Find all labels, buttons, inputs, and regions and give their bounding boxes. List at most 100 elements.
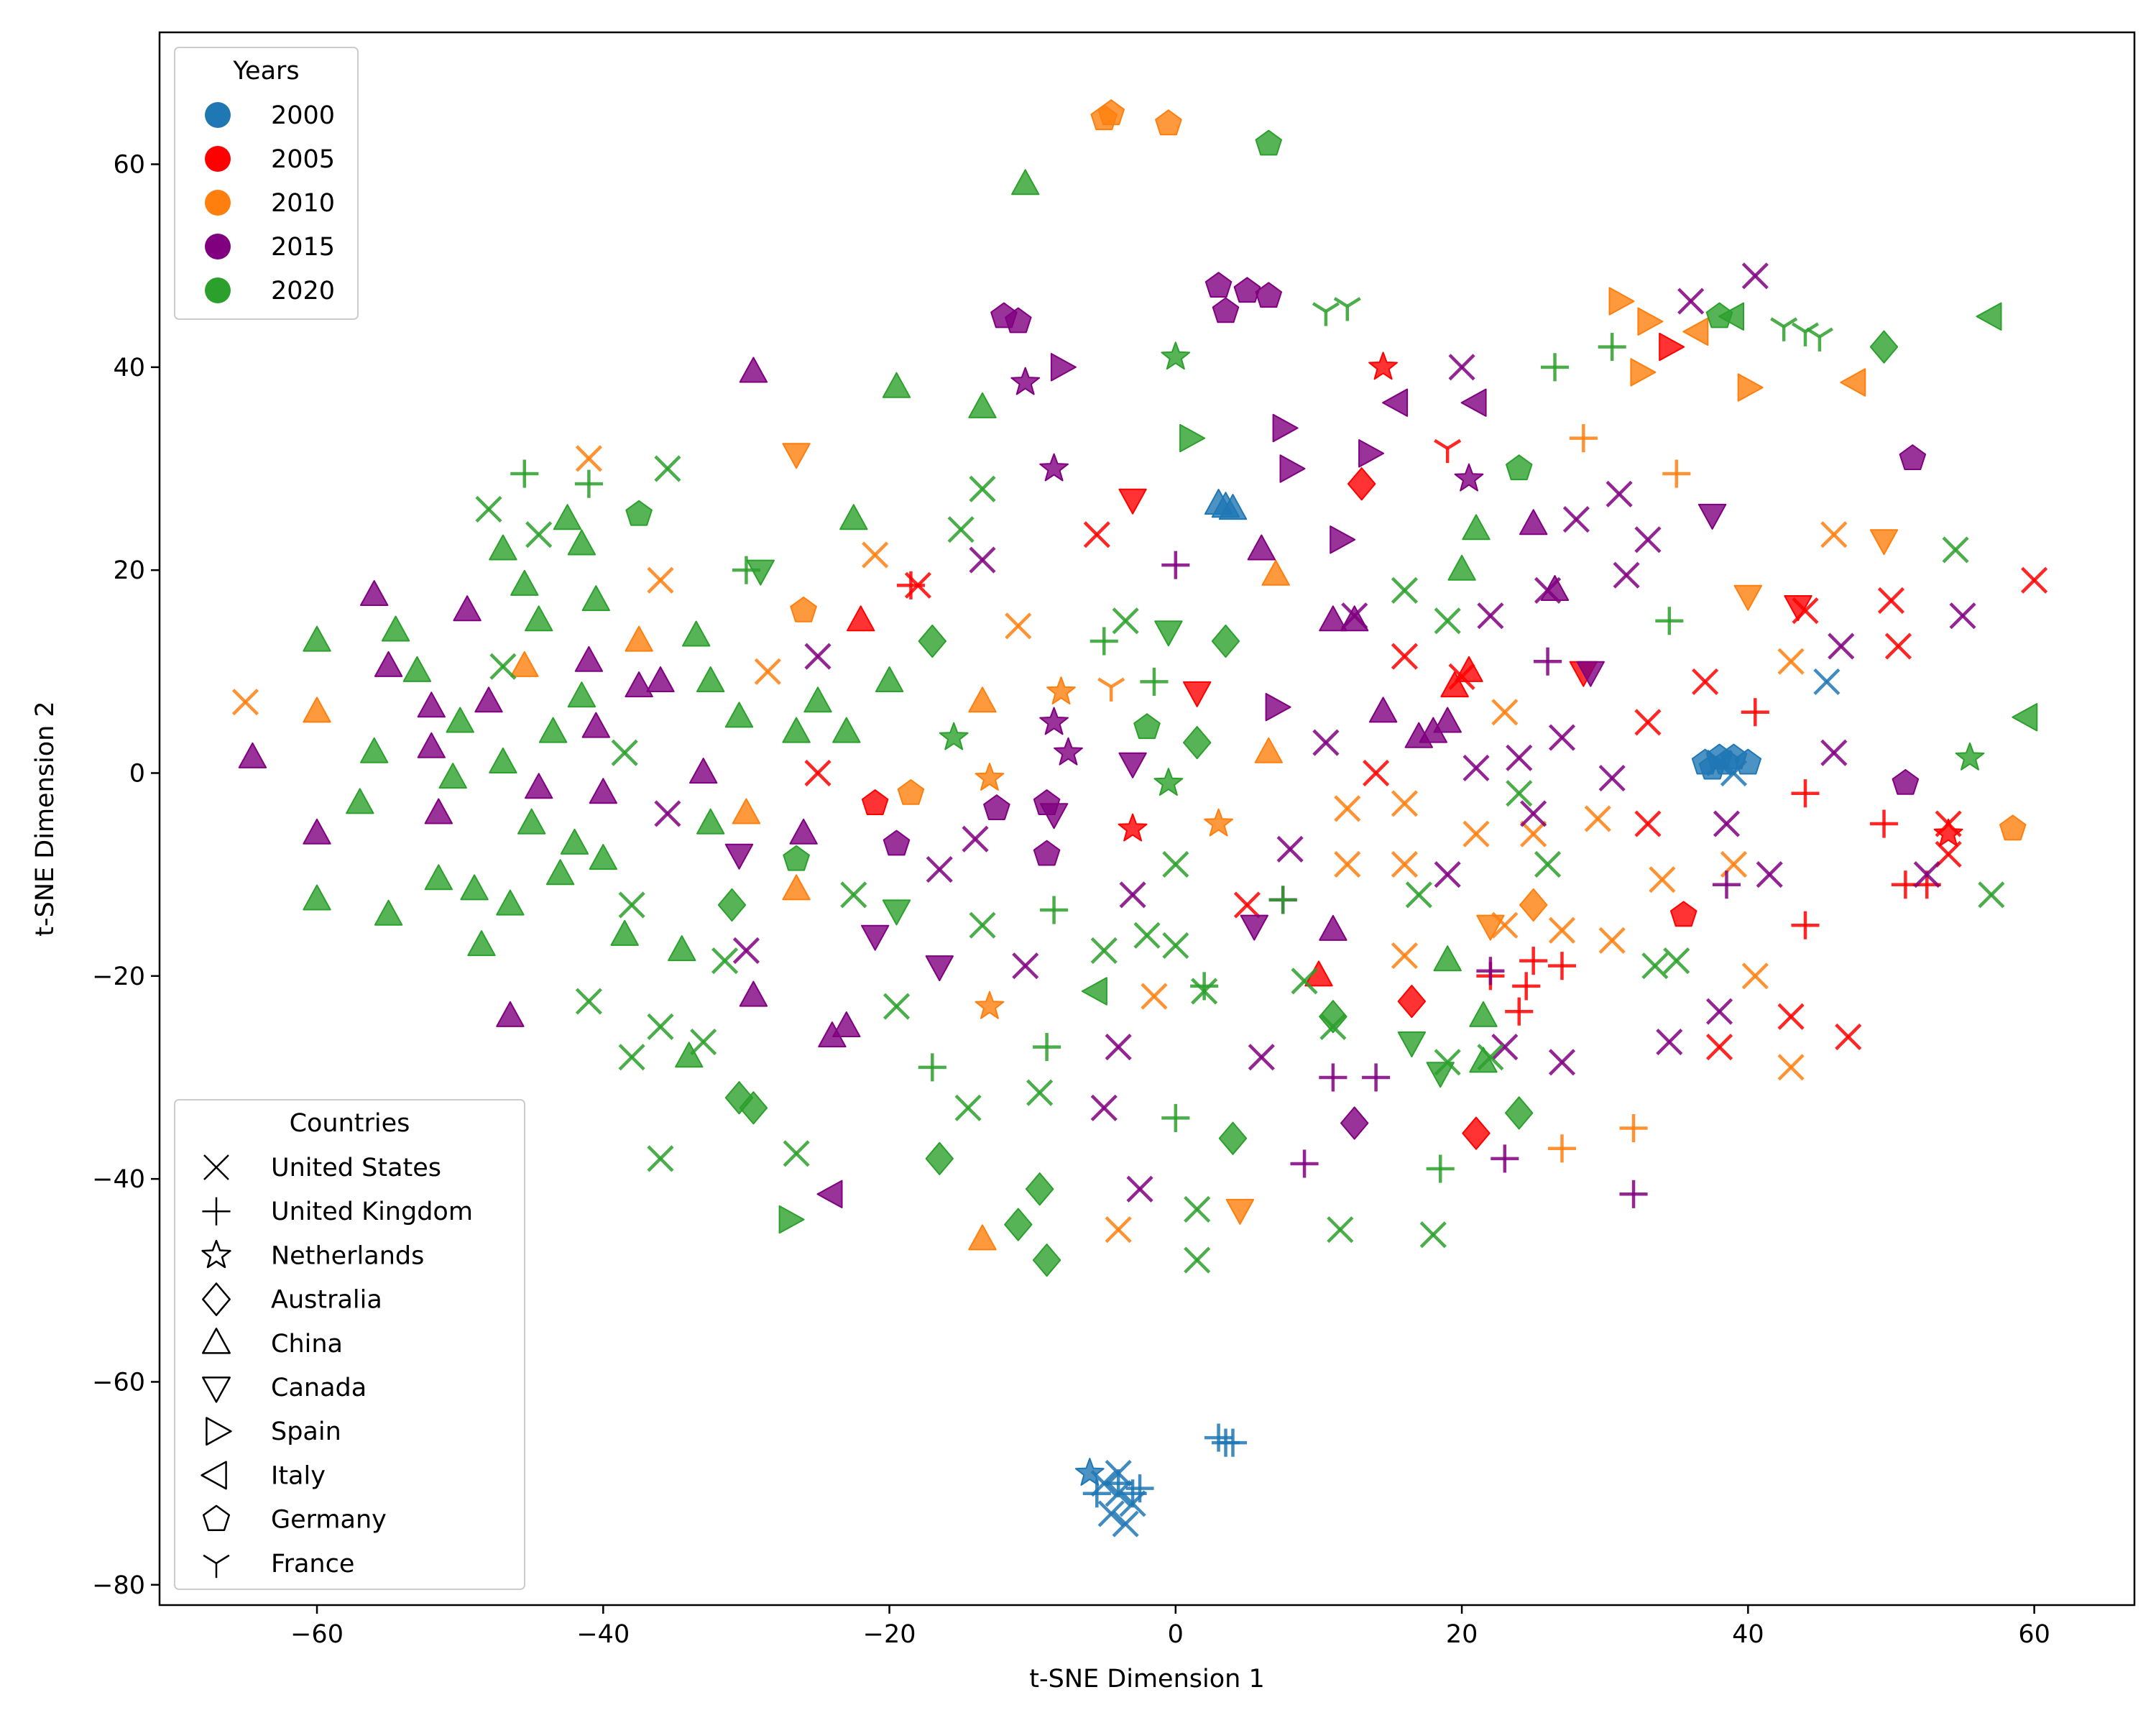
- y-tick-label: −60: [92, 1368, 145, 1397]
- legend-year-swatch: [205, 146, 231, 172]
- data-point-2020-china: [438, 763, 467, 789]
- data-point-2020-united-kingdom: [1426, 1154, 1455, 1183]
- data-point-2020-united-states: [647, 1145, 674, 1172]
- data-point-2020-united-kingdom: [1040, 896, 1069, 924]
- data-point-2015-china: [789, 818, 818, 845]
- data-point-2020-china: [567, 529, 596, 556]
- data-point-2000-germany: [1734, 748, 1762, 775]
- data-point-2020-germany: [1133, 713, 1161, 740]
- data-point-2015-united-states: [1820, 739, 1848, 766]
- data-point-2000-china: [1211, 492, 1240, 518]
- data-point-2010-united-states: [1777, 1054, 1805, 1081]
- data-point-2015-germany: [1255, 282, 1282, 308]
- data-point-2015-united-kingdom: [1476, 957, 1505, 985]
- data-point-2020-australia: [1032, 1244, 1061, 1277]
- data-point-2015-united-states: [1105, 1034, 1132, 1061]
- data-point-2020-united-kingdom: [1033, 1033, 1061, 1062]
- data-point-2015-canada: [861, 924, 890, 951]
- data-point-2020-netherlands: [1153, 768, 1184, 796]
- data-point-2010-united-states: [1391, 790, 1419, 817]
- data-point-2015-netherlands: [1039, 453, 1069, 482]
- data-point-2005-australia: [1462, 1116, 1491, 1150]
- data-point-2010-germany: [897, 779, 925, 805]
- data-point-2020-china: [875, 666, 904, 692]
- data-point-2010-spain: [1737, 373, 1764, 402]
- data-point-2020-united-states: [525, 521, 553, 548]
- legend-years-title: Years: [232, 57, 299, 86]
- data-point-2010-china: [782, 874, 811, 901]
- data-point-2015-china: [417, 732, 446, 758]
- data-point-2015-united-states: [1548, 1049, 1576, 1076]
- data-point-2005-united-kingdom: [1791, 779, 1820, 808]
- data-point-2015-canada: [1240, 914, 1268, 941]
- data-point-2005-germany: [861, 789, 889, 815]
- data-point-2015-china: [374, 651, 403, 677]
- data-point-2020-united-kingdom: [1161, 1103, 1190, 1132]
- data-point-2010-netherlands: [1046, 676, 1076, 705]
- legend-year-label: 2005: [271, 145, 335, 174]
- legend-country-label: France: [271, 1550, 354, 1578]
- plot-frame: [158, 31, 2136, 1607]
- data-point-2020-united-states: [969, 475, 996, 502]
- legend-country-marker-plus: [202, 1197, 231, 1226]
- data-point-2020-china: [682, 620, 711, 647]
- data-point-2010-canada: [782, 443, 811, 469]
- data-point-2015-china: [474, 686, 503, 713]
- data-point-2010-united-states: [1548, 916, 1576, 944]
- data-point-2020-china: [581, 585, 610, 612]
- data-point-2010-canada: [1476, 914, 1505, 941]
- data-point-2015-germany: [1033, 789, 1061, 815]
- x-tick-label: 0: [1168, 1620, 1184, 1649]
- y-tick-label: 60: [113, 151, 145, 180]
- data-point-2010-united-states: [1391, 850, 1419, 878]
- data-point-2020-germany: [625, 500, 653, 526]
- data-point-2005-australia: [1348, 467, 1376, 501]
- legend-country-marker-x: [203, 1154, 229, 1180]
- data-point-2005-united-kingdom: [1505, 997, 1534, 1026]
- data-point-2015-china: [581, 712, 610, 738]
- data-point-2010-france: [1097, 677, 1125, 702]
- data-point-2020-united-states: [1162, 850, 1189, 878]
- data-point-2015-spain: [1330, 525, 1356, 554]
- data-point-2015-united-states: [926, 855, 953, 883]
- data-point-2010-china: [1261, 559, 1290, 586]
- data-point-2015-spain: [1358, 439, 1385, 468]
- data-point-2020-australia: [1211, 624, 1240, 658]
- data-point-2005-united-states: [1233, 891, 1261, 919]
- data-point-2015-united-states: [1434, 861, 1461, 888]
- data-point-2000-united-states: [1813, 668, 1841, 696]
- data-point-2015-china: [1540, 575, 1570, 601]
- data-point-2020-china: [496, 889, 525, 916]
- data-point-2015-united-states: [1705, 998, 1733, 1025]
- data-point-2020-united-states: [1184, 1246, 1211, 1274]
- data-point-2020-united-states: [618, 891, 645, 919]
- data-point-2015-united-states: [654, 800, 681, 827]
- data-point-2010-united-states: [1777, 648, 1805, 675]
- data-point-2015-china: [525, 773, 553, 799]
- data-point-2020-united-kingdom: [1598, 333, 1626, 362]
- data-point-2020-china: [303, 884, 331, 911]
- data-point-2015-united-states: [1756, 861, 1783, 888]
- data-point-2010-canada: [1225, 1198, 1255, 1225]
- data-point-2020-china: [467, 930, 496, 957]
- data-point-2005-united-states: [1692, 668, 1719, 696]
- data-point-2010-spain: [1608, 287, 1635, 316]
- data-point-2020-australia: [1505, 1096, 1534, 1130]
- legend-country-label: Germany: [271, 1506, 387, 1535]
- data-point-2015-canada: [1118, 752, 1147, 778]
- data-point-2015-united-states: [969, 546, 996, 574]
- data-point-2020-canada: [1397, 1031, 1427, 1057]
- data-point-2015-united-states: [732, 937, 760, 965]
- data-point-2020-united-states: [711, 947, 739, 975]
- data-point-2020-china: [1469, 1001, 1498, 1027]
- data-point-2015-netherlands: [1454, 463, 1484, 492]
- data-point-2015-china: [496, 1001, 525, 1027]
- data-point-2005-united-states: [1634, 709, 1662, 736]
- data-point-2015-united-states: [1828, 633, 1855, 660]
- data-point-2020-china: [968, 392, 997, 418]
- data-point-2010-united-states: [1520, 820, 1547, 847]
- data-point-2020-united-states: [1291, 968, 1318, 995]
- legend-country-marker-tri-down: [203, 1554, 230, 1578]
- data-point-2020-france: [1770, 317, 1798, 341]
- legend-year-swatch: [205, 277, 231, 303]
